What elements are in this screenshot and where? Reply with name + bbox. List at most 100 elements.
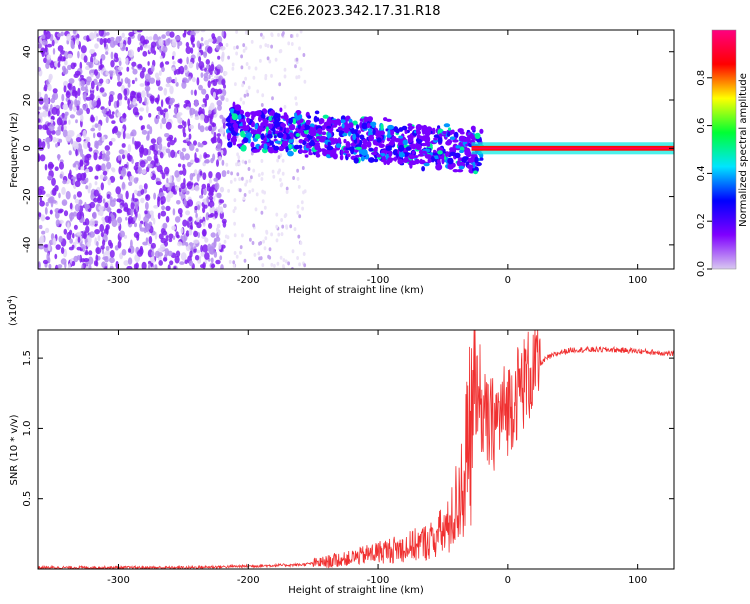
signal-cell <box>397 138 402 143</box>
noise-cell <box>43 102 49 110</box>
noise-cell <box>223 84 226 89</box>
noise-cell <box>174 216 181 223</box>
signal-cell <box>340 149 344 155</box>
signal-cell <box>387 157 393 163</box>
noise-cell <box>216 64 222 70</box>
noise-cell <box>216 159 219 167</box>
noise-cell <box>203 115 210 124</box>
snr-line <box>38 330 674 569</box>
noise-cell <box>88 182 92 189</box>
faint-noise-cell <box>264 43 268 48</box>
noise-cell <box>215 44 221 51</box>
noise-cell <box>208 109 212 115</box>
signal-cell <box>408 125 413 132</box>
noise-cell <box>38 97 44 105</box>
noise-cell <box>127 144 132 153</box>
y-tick-label: 1.0 <box>22 420 33 436</box>
faint-noise-cell <box>268 59 272 64</box>
signal-cell <box>466 164 474 169</box>
noise-cell <box>38 91 42 97</box>
spectrogram-frame <box>37 29 675 270</box>
noise-cell <box>167 191 174 198</box>
noise-cell <box>177 124 184 129</box>
noise-cell <box>94 59 99 64</box>
noise-cell <box>94 181 98 186</box>
faint-noise-cell <box>270 73 273 78</box>
noise-cell <box>145 105 149 114</box>
noise-cell <box>216 142 222 150</box>
noise-cell <box>100 182 105 191</box>
noise-cell <box>73 255 79 263</box>
noise-cell <box>64 111 69 116</box>
noise-cell <box>52 237 57 246</box>
noise-cell <box>146 156 152 162</box>
signal-cell <box>407 123 413 127</box>
faint-noise-cell <box>263 205 267 210</box>
noise-cell <box>109 250 115 258</box>
carrier-core <box>471 147 674 150</box>
noise-cell <box>84 201 87 208</box>
signal-cell <box>449 136 456 140</box>
noise-cell <box>79 159 84 166</box>
noise-cell <box>62 103 69 111</box>
noise-cell <box>197 122 201 130</box>
signal-cell <box>474 156 479 164</box>
noise-cell <box>69 169 72 177</box>
noise-cell <box>89 93 95 101</box>
faint-noise-cell <box>303 79 307 84</box>
signal-cell <box>277 132 284 139</box>
noise-cell <box>60 31 64 37</box>
noise-cell <box>197 204 200 209</box>
noise-cell <box>103 175 108 181</box>
noise-cell <box>218 242 222 250</box>
faint-noise-cell <box>268 247 272 252</box>
noise-cell <box>63 210 69 217</box>
noise-cell <box>156 76 161 81</box>
noise-cell <box>106 194 111 199</box>
faint-noise-cell <box>252 223 256 228</box>
noise-cell <box>118 149 125 155</box>
faint-noise-cell <box>243 93 247 98</box>
noise-cell <box>179 151 185 160</box>
faint-noise-cell <box>237 155 241 160</box>
noise-cell <box>203 51 208 58</box>
signal-cell <box>258 115 262 123</box>
noise-cell <box>138 96 143 104</box>
noise-cell <box>157 198 160 208</box>
noise-cell <box>188 229 193 236</box>
noise-cell <box>169 98 174 106</box>
noise-cell <box>216 227 219 233</box>
faint-noise-cell <box>249 237 252 242</box>
signal-cell <box>438 133 443 137</box>
noise-cell <box>95 254 99 262</box>
faint-noise-cell <box>233 206 237 211</box>
signal-cell <box>473 170 478 175</box>
signal-cell <box>308 152 313 156</box>
noise-cell <box>189 124 194 130</box>
signal-cell <box>370 151 378 156</box>
noise-cell <box>117 216 123 224</box>
signal-cell <box>225 122 232 127</box>
noise-cell <box>123 88 128 97</box>
noise-cell <box>188 133 192 140</box>
signal-cell <box>386 134 392 138</box>
noise-cell <box>127 257 133 265</box>
faint-noise-cell <box>299 67 303 72</box>
noise-cell <box>96 33 99 37</box>
noise-cell <box>65 190 71 200</box>
faint-noise-cell <box>260 177 264 181</box>
signal-cell <box>427 158 432 164</box>
noise-cell <box>153 192 157 200</box>
signal-cell <box>469 158 476 163</box>
noise-cell <box>173 190 177 195</box>
signal-cell <box>362 138 368 145</box>
signal-cell <box>368 157 375 163</box>
noise-cell <box>123 234 128 239</box>
noise-cell <box>110 60 115 68</box>
signal-cell <box>341 123 345 129</box>
faint-noise-cell <box>264 73 268 78</box>
noise-cell <box>185 41 190 48</box>
noise-cell <box>211 36 217 44</box>
faint-noise-cell <box>231 66 235 71</box>
faint-noise-cell <box>261 189 265 194</box>
